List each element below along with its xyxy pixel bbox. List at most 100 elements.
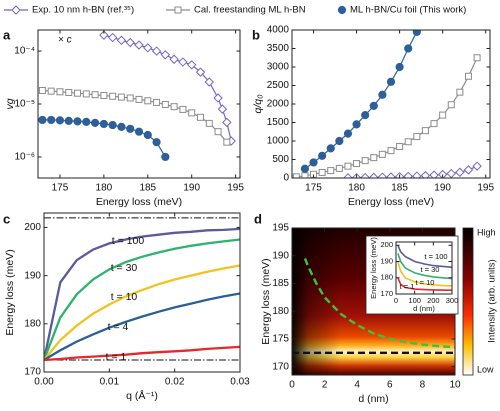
- x-tick-label: 300: [446, 296, 459, 305]
- point: [73, 117, 82, 126]
- y-tick-label: 1000: [267, 136, 290, 147]
- y-tick-label: 10⁻⁶: [14, 152, 35, 163]
- point: [135, 95, 143, 103]
- point: [326, 144, 335, 153]
- y-axis-title: Energy loss (meV): [369, 237, 378, 299]
- point: [90, 118, 100, 127]
- colorbar-low: Low: [477, 364, 494, 374]
- series-line: [44, 227, 240, 361]
- point: [91, 91, 99, 99]
- x-tick-label: 190: [183, 183, 200, 194]
- series-line: [397, 244, 452, 268]
- point: [126, 94, 134, 102]
- point: [412, 30, 421, 36]
- x-tick-label: 175: [305, 183, 322, 194]
- y-tick-label: 200: [24, 222, 41, 233]
- series-line: [44, 264, 240, 361]
- point: [463, 165, 474, 175]
- point: [47, 87, 55, 95]
- point: [64, 116, 73, 125]
- x-axis-title: d (nm): [358, 393, 388, 405]
- y-tick-label: 190: [24, 270, 41, 281]
- point: [318, 168, 326, 176]
- point: [74, 89, 82, 97]
- legend-label: ML h-BN/Cu foil (This work): [350, 5, 466, 16]
- point: [421, 127, 429, 135]
- y-tick-label: 190: [380, 256, 393, 265]
- point: [117, 93, 125, 101]
- point: [318, 151, 327, 160]
- x-tick-label: 175: [52, 183, 69, 194]
- point: [360, 172, 370, 178]
- point: [439, 111, 447, 119]
- x-tick-label: 100: [408, 296, 421, 305]
- point: [143, 130, 152, 140]
- point: [55, 116, 65, 125]
- x-tick-label: 8: [420, 380, 426, 391]
- point: [309, 158, 318, 167]
- y-axis-title: vg: [4, 98, 16, 109]
- y-tick-label: 195: [272, 223, 289, 234]
- point: [38, 86, 46, 94]
- point: [151, 46, 162, 56]
- y-tick-label: 0: [283, 173, 289, 184]
- panel-label: c: [3, 211, 10, 226]
- point: [125, 37, 135, 48]
- series-label: t = 1: [400, 282, 415, 291]
- series-label: t = 4: [108, 321, 129, 333]
- point: [335, 164, 343, 172]
- point: [412, 171, 422, 178]
- point: [153, 98, 161, 106]
- point: [144, 97, 152, 105]
- point: [11, 5, 21, 15]
- point: [99, 119, 108, 129]
- point: [161, 152, 170, 162]
- point: [188, 109, 196, 117]
- y-tick-label: 200: [380, 240, 393, 249]
- point: [116, 35, 127, 45]
- x-axis-title: Energy loss (meV): [96, 196, 182, 208]
- point: [395, 62, 404, 72]
- plot-frame: [37, 29, 241, 179]
- y-tick-label: 170: [272, 361, 289, 372]
- point: [472, 161, 482, 171]
- point: [404, 44, 413, 53]
- point: [174, 6, 182, 14]
- x-tick-label: 0.02: [165, 377, 185, 388]
- point: [109, 92, 117, 100]
- point: [446, 168, 456, 178]
- y-tick-label: 175: [272, 334, 289, 345]
- series-line: [42, 89, 228, 143]
- point: [82, 90, 90, 98]
- y-tick-label: 190: [272, 250, 289, 261]
- colorbar: [462, 227, 474, 376]
- point: [178, 57, 188, 67]
- point: [386, 172, 396, 178]
- series-line: [44, 292, 240, 361]
- point: [195, 67, 206, 77]
- plot-frame: [43, 212, 241, 373]
- point: [396, 143, 404, 151]
- y-tick-label: 2000: [267, 99, 290, 110]
- point: [213, 93, 223, 103]
- x-tick-label: 2: [322, 380, 328, 391]
- y-tick-label: 180: [272, 306, 289, 317]
- y-tick-label: 10⁻⁵: [14, 99, 35, 110]
- point: [100, 91, 108, 99]
- y-tick-label: 10⁻⁴: [14, 46, 35, 57]
- point: [456, 88, 464, 96]
- point: [205, 119, 213, 127]
- y-tick-label: 185: [272, 278, 289, 289]
- series-line: [44, 345, 240, 362]
- y-tick-label: 2500: [267, 80, 290, 91]
- point: [160, 50, 171, 60]
- point: [387, 147, 395, 155]
- point: [343, 129, 353, 138]
- point: [378, 90, 387, 99]
- panel-label: b: [252, 27, 260, 42]
- x-tick-label: 10: [449, 380, 461, 391]
- series-line: [44, 238, 240, 361]
- point: [437, 169, 448, 178]
- point: [134, 127, 144, 136]
